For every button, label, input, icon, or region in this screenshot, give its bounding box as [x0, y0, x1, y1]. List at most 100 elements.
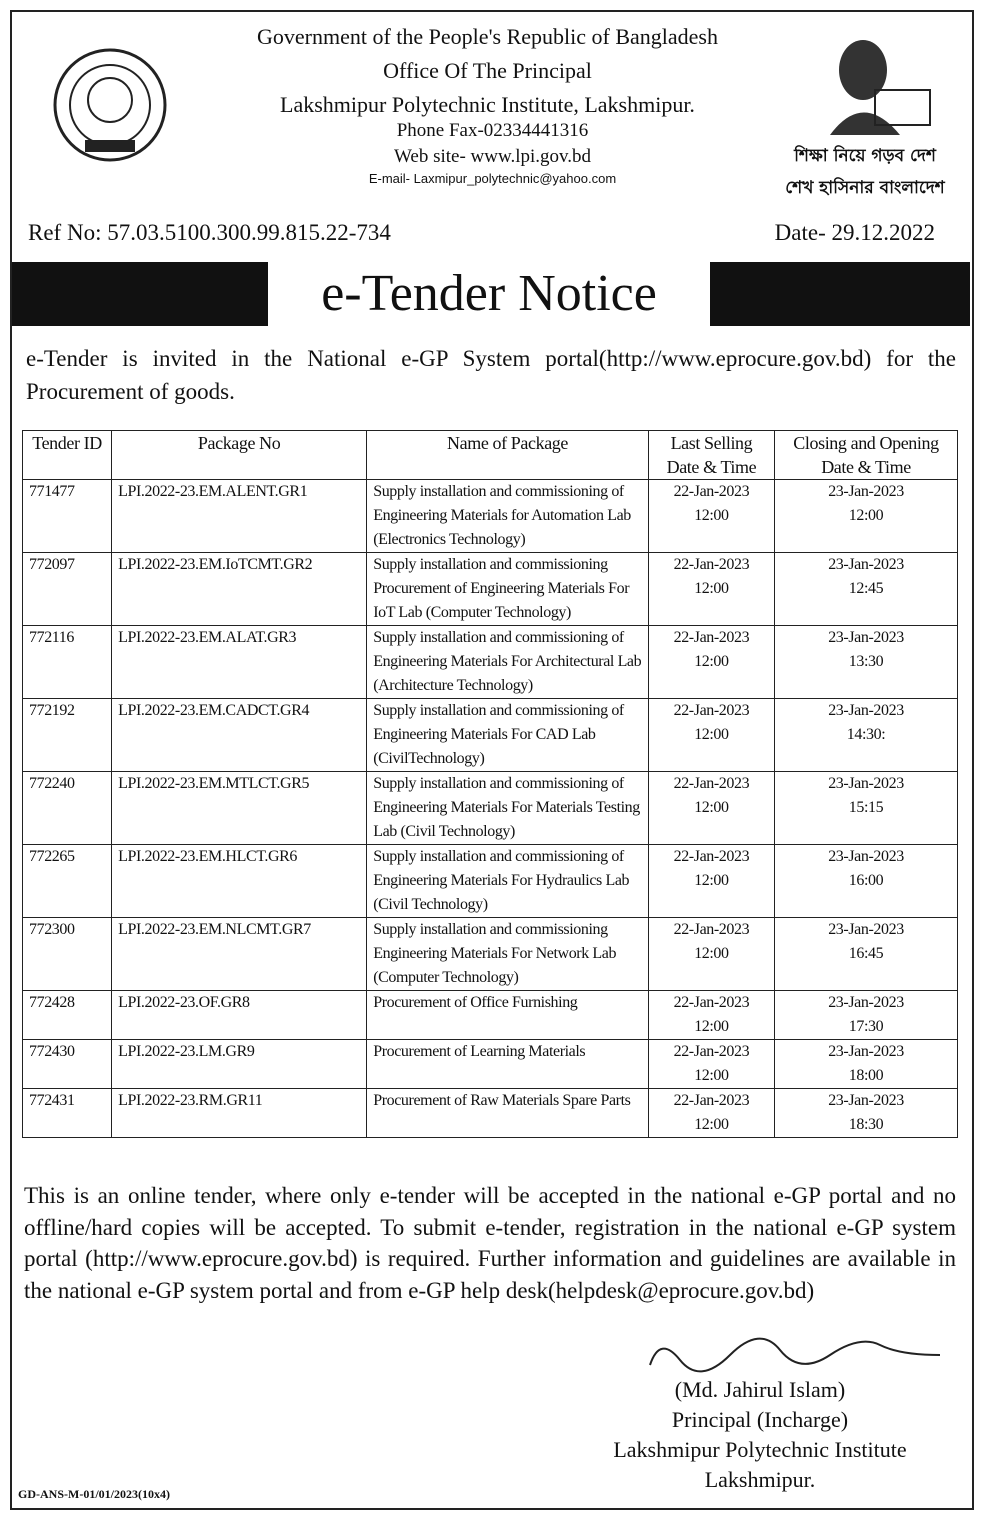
- time: 12:00: [694, 580, 729, 597]
- signature: [649, 1337, 941, 1373]
- tender-id: 772097: [21, 552, 113, 626]
- package-name: Procurement of Office Furnishing: [366, 990, 649, 1040]
- contact: Phone Fax-02334441316 Web site- www.lpi.…: [0, 118, 985, 188]
- slogan: শিক্ষা নিয়ে গড়ব দেশ শেখ হাসিনার বাংলাদ…: [760, 140, 970, 204]
- time: 12:45: [848, 580, 884, 597]
- table-row: 772240 LPI.2022-23.EM.MTLCT.GR5 Supply ins…: [21, 771, 958, 845]
- package-name: Supply installation and commissioning of…: [366, 844, 649, 918]
- time: 12:00: [694, 799, 729, 816]
- package-no: LPI.2022-23.OF.GR8: [111, 990, 368, 1040]
- time: 14:30:: [846, 726, 886, 743]
- date: 22-Jan-2023: [673, 629, 750, 646]
- package-no: LPI.2022-23.EM.MTLCT.GR5: [111, 771, 368, 845]
- date-time: 23-Jan-2023 16:45: [774, 917, 958, 991]
- package-no: LPI.2022-23.EM.NLCMT.GR7: [111, 917, 368, 991]
- date-time: 22-Jan-2023 12:00: [647, 844, 776, 918]
- header-line: Lakshmipur Polytechnic Institute, Lakshm…: [280, 92, 695, 117]
- table-row: 772116 LPI.2022-23.EM.ALAT.GR3 Supply inst…: [21, 625, 958, 699]
- date: 22-Jan-2023: [673, 775, 750, 792]
- ref-no: Ref No: 57.03.5100.300.99.815.22-734: [28, 220, 391, 245]
- time: 15:15: [848, 799, 884, 816]
- tender-id: 772265: [21, 844, 113, 918]
- header-cell: Name of Package: [366, 430, 649, 480]
- email: E-mail- Laxmipur_polytechnic@yahoo.com: [368, 171, 617, 186]
- slogan-line: শেখ হাসিনার বাংলাদেশ: [785, 178, 945, 198]
- header-cell: Tender ID: [21, 430, 113, 480]
- date: 23-Jan-2023: [828, 1092, 904, 1109]
- date: 23-Jan-2023: [828, 921, 904, 938]
- header-cell: Package No: [111, 430, 368, 480]
- package-name: Supply installation and commissioning Pr…: [366, 552, 649, 626]
- time: 16:00: [848, 872, 884, 889]
- table-header: Tender ID Package No Name of Package Last S…: [21, 430, 958, 480]
- date-time: 23-Jan-2023 12:00: [774, 479, 958, 553]
- date-time: 22-Jan-2023 12:00: [647, 917, 776, 991]
- tender-id: 772430: [21, 1039, 113, 1089]
- table-row: 771477 LPI.2022-23.EM.ALENT.GR1 Supply ins…: [21, 479, 958, 553]
- table-row: 772265 LPI.2022-23.EM.HLCT.GR6 Supply inst…: [21, 844, 958, 918]
- intro: e-Tender is invited in the National e-GP…: [26, 346, 956, 404]
- time: 12:00: [694, 507, 729, 524]
- date-time: 23-Jan-2023 18:30: [774, 1088, 958, 1138]
- package-no: LPI.2022-23.EM.ALAT.GR3: [111, 625, 368, 699]
- date: 22-Jan-2023: [673, 994, 750, 1011]
- date: 23-Jan-2023: [828, 848, 904, 865]
- date-time: 23-Jan-2023 12:45: [774, 552, 958, 626]
- header-cell: Closing and Opening Date & Time: [774, 430, 958, 480]
- institute-logo: [53, 48, 167, 162]
- website: Web site- www.lpi.gov.bd: [393, 146, 592, 167]
- package-name: Supply installation and commissioning of…: [366, 625, 649, 699]
- date: 23-Jan-2023: [828, 1043, 904, 1060]
- tender-table: Tender ID Package No Name of Package Last S…: [21, 430, 958, 1138]
- tender-id: 771477: [21, 479, 113, 553]
- date: 22-Jan-2023: [673, 556, 750, 573]
- date-time: 22-Jan-2023 12:00: [647, 625, 776, 699]
- date-time: 23-Jan-2023 16:00: [774, 844, 958, 918]
- footer-text: This is an online tender, where only e-t…: [24, 1183, 956, 1303]
- package-name: Supply installation and commissioning of…: [366, 698, 649, 772]
- signature-block: (Md. Jahirul Islam) Principal (Incharge)…: [580, 1375, 940, 1495]
- package-no: LPI.2022-23.EM.IoTCMT.GR2: [111, 552, 368, 626]
- table-row: 772428 LPI.2022-23.OF.GR8 Procurement of O…: [21, 990, 958, 1040]
- date: 23-Jan-2023: [828, 629, 904, 646]
- time: 17:30: [848, 1018, 884, 1035]
- header-cell: Last Selling Date & Time: [647, 430, 776, 480]
- phone: Phone Fax-02334441316: [396, 120, 589, 141]
- date: 22-Jan-2023: [673, 848, 750, 865]
- date-time: 22-Jan-2023 12:00: [647, 771, 776, 845]
- tender-id: 772431: [21, 1088, 113, 1138]
- header-line: Government of the People's Republic of B…: [257, 24, 718, 49]
- date: 23-Jan-2023: [828, 556, 904, 573]
- package-name: Supply installation and commissioning En…: [366, 917, 649, 991]
- institute: Lakshmipur Polytechnic Institute: [613, 1437, 907, 1462]
- time: 12:00: [848, 507, 884, 524]
- package-name: Supply installation and commissioning of…: [366, 771, 649, 845]
- tender-id: 772192: [21, 698, 113, 772]
- date: 23-Jan-2023: [828, 994, 904, 1011]
- date: 22-Jan-2023: [673, 483, 750, 500]
- time: 16:45: [848, 945, 884, 962]
- mujib-logo: [830, 40, 931, 135]
- table-row: 772430 LPI.2022-23.LM.GR9 Procurement of L…: [21, 1039, 958, 1089]
- date: 23-Jan-2023: [828, 775, 904, 792]
- title: e-Tender Notice: [268, 258, 710, 328]
- time: 12:00: [694, 945, 729, 962]
- document-code: GD-ANS-M-01/01/2023(10x4): [18, 1487, 170, 1501]
- package-no: LPI.2022-23.EM.ALENT.GR1: [111, 479, 368, 553]
- tender-id: 772428: [21, 990, 113, 1040]
- tender-id: 772300: [21, 917, 113, 991]
- time: 18:00: [848, 1067, 884, 1084]
- date-time: 23-Jan-2023 17:30: [774, 990, 958, 1040]
- package-name: Procurement of Learning Materials: [366, 1039, 649, 1089]
- slogan-line: শিক্ষা নিয়ে গড়ব দেশ: [794, 146, 936, 166]
- location: Lakshmipur.: [704, 1467, 816, 1492]
- time: 12:00: [694, 726, 729, 743]
- package-no: LPI.2022-23.RM.GR11: [111, 1088, 368, 1138]
- page-border: [10, 10, 974, 1510]
- time: 12:00: [694, 1018, 729, 1035]
- date-time: 23-Jan-2023 18:00: [774, 1039, 958, 1089]
- table-row: 772192 LPI.2022-23.EM.CADCT.GR4 Supply ins…: [21, 698, 958, 772]
- package-no: LPI.2022-23.EM.HLCT.GR6: [111, 844, 368, 918]
- date-time: 22-Jan-2023 12:00: [647, 990, 776, 1040]
- package-name: Supply installation and commissioning of…: [366, 479, 649, 553]
